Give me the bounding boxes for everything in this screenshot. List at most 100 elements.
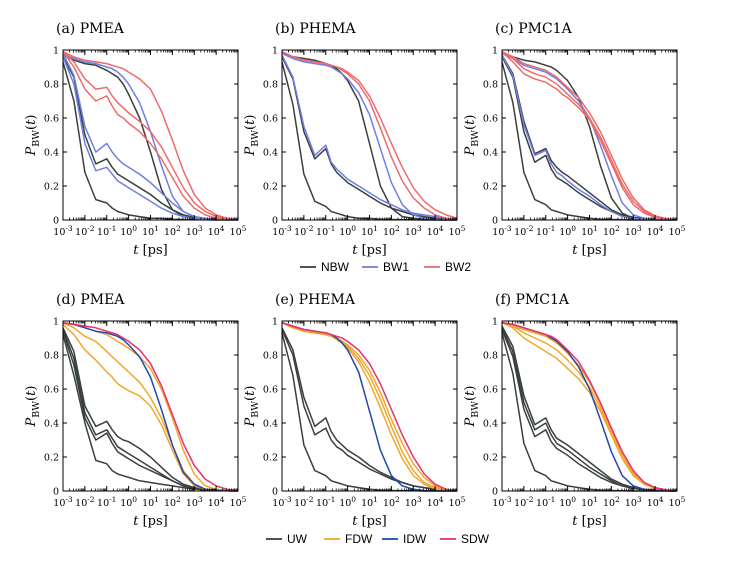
- plot-frame: [281, 49, 458, 221]
- x-tick-label: 10-1: [536, 495, 555, 509]
- series-nbw-line: [281, 52, 457, 221]
- x-tick-label: 100: [120, 224, 137, 238]
- x-tick-label: 101: [142, 224, 159, 238]
- series-bw2-line: [501, 51, 678, 221]
- y-tick-label: 0.6: [263, 385, 278, 396]
- x-tick-label: 105: [230, 495, 247, 509]
- panel-title: (b) PHEMA: [275, 21, 357, 37]
- y-tick-label: 0.2: [44, 182, 59, 193]
- y-tick-label: 0.8: [44, 80, 59, 91]
- x-tick-label: 102: [383, 224, 400, 238]
- x-axis-label: t [ps]: [352, 243, 387, 258]
- y-axis-label: PBW(t): [243, 386, 261, 428]
- series-group: [62, 51, 239, 221]
- y-tick-label: 0.6: [263, 114, 278, 125]
- x-tick-label: 10-3: [492, 495, 512, 509]
- y-tick-label: 0: [492, 216, 498, 227]
- panel-title: (f) PMC1A: [495, 292, 570, 308]
- series-bw1-line: [501, 52, 678, 221]
- x-tick-label: 100: [339, 224, 356, 238]
- x-tick-label: 10-3: [492, 224, 512, 238]
- series-uw-line: [281, 327, 458, 492]
- y-tick-label: 0.8: [483, 80, 498, 91]
- series-bw1-line: [501, 54, 677, 221]
- x-tick-label: 103: [186, 224, 203, 238]
- x-tick-label: 10-1: [316, 495, 335, 509]
- y-tick-label: 1: [272, 46, 278, 57]
- x-tick-label: 102: [383, 495, 400, 509]
- series-bw2-line: [501, 51, 678, 221]
- y-tick-label: 0.2: [263, 453, 278, 464]
- panel-1: (a) PMEA 0 0.2 0.4 0.6 0.8 1 10-3 10-2 10-1 100 101…: [24, 21, 247, 258]
- legend-1: NBW BW1 BW2: [300, 260, 471, 274]
- x-tick-label: 105: [669, 495, 686, 509]
- series-sdw-line: [501, 321, 678, 492]
- panel-title: (d) PMEA: [56, 292, 125, 308]
- panel-4: (d) PMEA 0 0.2 0.4 0.6 0.8 1 10-3 10-2 10-1 100 101…: [24, 292, 247, 529]
- y-tick-label: 0.2: [483, 182, 498, 193]
- y-axis-label: PBW(t): [24, 386, 42, 428]
- y-tick-label: 0: [492, 487, 498, 498]
- x-tick-label: 10-1: [536, 224, 555, 238]
- panel-2: (b) PHEMA 0 0.2 0.4 0.6 0.8 1 10-3 10-2 10-1 100 10…: [243, 21, 466, 258]
- series-group: [281, 321, 458, 492]
- legend-label-fdw: FDW: [345, 532, 373, 546]
- panel-title: (c) PMC1A: [495, 21, 573, 37]
- panel-title: (e) PHEMA: [275, 292, 356, 308]
- x-tick-label: 100: [559, 495, 576, 509]
- x-tick-label: 100: [339, 495, 356, 509]
- x-tick-label: 103: [405, 224, 422, 238]
- series-bw2-line: [62, 51, 239, 221]
- x-tick-label: 105: [449, 495, 466, 509]
- x-axis-label: t [ps]: [352, 514, 387, 529]
- y-tick-label: 0.2: [44, 453, 59, 464]
- legend-label-nbw: NBW: [321, 260, 350, 274]
- x-tick-label: 10-2: [294, 224, 314, 238]
- x-tick-label: 100: [120, 495, 137, 509]
- legend-label-sdw: SDW: [461, 532, 490, 546]
- x-tick-label: 105: [669, 224, 686, 238]
- series-bw1-line: [62, 52, 239, 221]
- x-tick-label: 103: [186, 495, 203, 509]
- y-tick-label: 0: [272, 487, 278, 498]
- x-tick-label: 10-2: [294, 495, 314, 509]
- x-tick-label: 104: [208, 495, 225, 509]
- x-tick-label: 102: [164, 495, 181, 509]
- x-tick-label: 101: [581, 224, 598, 238]
- series-sdw-line: [281, 321, 458, 492]
- series-fdw-line: [281, 322, 458, 492]
- series-bw2-line: [281, 51, 458, 221]
- y-axis-label: PBW(t): [243, 115, 261, 157]
- y-tick-label: 0.4: [44, 148, 59, 159]
- legend-label-bw1: BW1: [383, 260, 409, 274]
- x-tick-label: 10-3: [272, 224, 292, 238]
- x-tick-label: 102: [603, 224, 620, 238]
- x-tick-label: 101: [581, 495, 598, 509]
- x-tick-label: 104: [427, 224, 444, 238]
- legend-2: UW FDW IDW SDW: [266, 532, 490, 546]
- x-tick-label: 10-2: [514, 495, 534, 509]
- x-tick-label: 10-1: [97, 495, 116, 509]
- y-tick-label: 0.4: [263, 419, 278, 430]
- x-tick-label: 104: [427, 495, 444, 509]
- panel-6: (f) PMC1A 0 0.2 0.4 0.6 0.8 1 10-3 10-2 10-1 100 10…: [463, 292, 686, 529]
- y-axis-label: PBW(t): [463, 115, 481, 157]
- y-tick-label: 0: [53, 216, 59, 227]
- panel-5: (e) PHEMA 0 0.2 0.4 0.6 0.8 1 10-3 10-2 10-1 100 10…: [243, 292, 466, 529]
- legend-label-bw2: BW2: [445, 260, 471, 274]
- y-tick-label: 1: [492, 46, 498, 57]
- y-tick-label: 0.6: [483, 385, 498, 396]
- x-tick-label: 103: [625, 495, 642, 509]
- y-tick-label: 0.6: [44, 385, 59, 396]
- x-tick-label: 103: [405, 495, 422, 509]
- x-tick-label: 10-3: [53, 224, 73, 238]
- y-axis-label: PBW(t): [24, 115, 42, 157]
- x-tick-label: 10-1: [316, 224, 335, 238]
- y-tick-label: 0.8: [483, 351, 498, 362]
- x-tick-label: 104: [208, 224, 225, 238]
- x-tick-label: 101: [142, 495, 159, 509]
- series-bw1-line: [281, 54, 458, 220]
- series-group: [62, 321, 239, 492]
- x-tick-label: 102: [164, 224, 181, 238]
